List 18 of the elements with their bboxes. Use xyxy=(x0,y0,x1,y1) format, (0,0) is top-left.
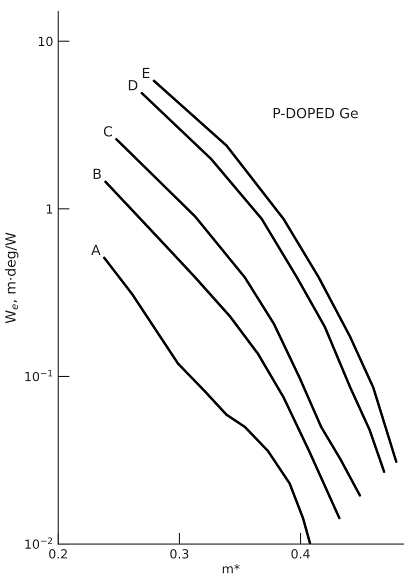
line-series xyxy=(103,256,312,544)
x-tick-label: 0.3 xyxy=(170,549,188,559)
y-tick-label: 10 xyxy=(38,36,53,46)
x-tick-label: 0.2 xyxy=(49,549,67,559)
x-axis-title: m* xyxy=(222,564,240,574)
line-series xyxy=(115,138,362,497)
y-axis-title: W$_{e}$, m·deg/W xyxy=(4,232,18,324)
series-label: E xyxy=(142,68,150,78)
series-label: A xyxy=(91,244,101,255)
line-series xyxy=(104,180,341,520)
series-label: D xyxy=(128,80,138,90)
series-label: C xyxy=(104,126,112,137)
x-tick-label: 0.4 xyxy=(291,549,310,559)
y-tick-label: 10$^{−2}$ xyxy=(25,537,52,549)
y-tick-label: 1 xyxy=(46,204,52,214)
y-tick-label: 10$^{−1}$ xyxy=(25,370,52,382)
series-label: B xyxy=(94,168,101,179)
annotation: P-DOPED Ge xyxy=(274,108,358,118)
